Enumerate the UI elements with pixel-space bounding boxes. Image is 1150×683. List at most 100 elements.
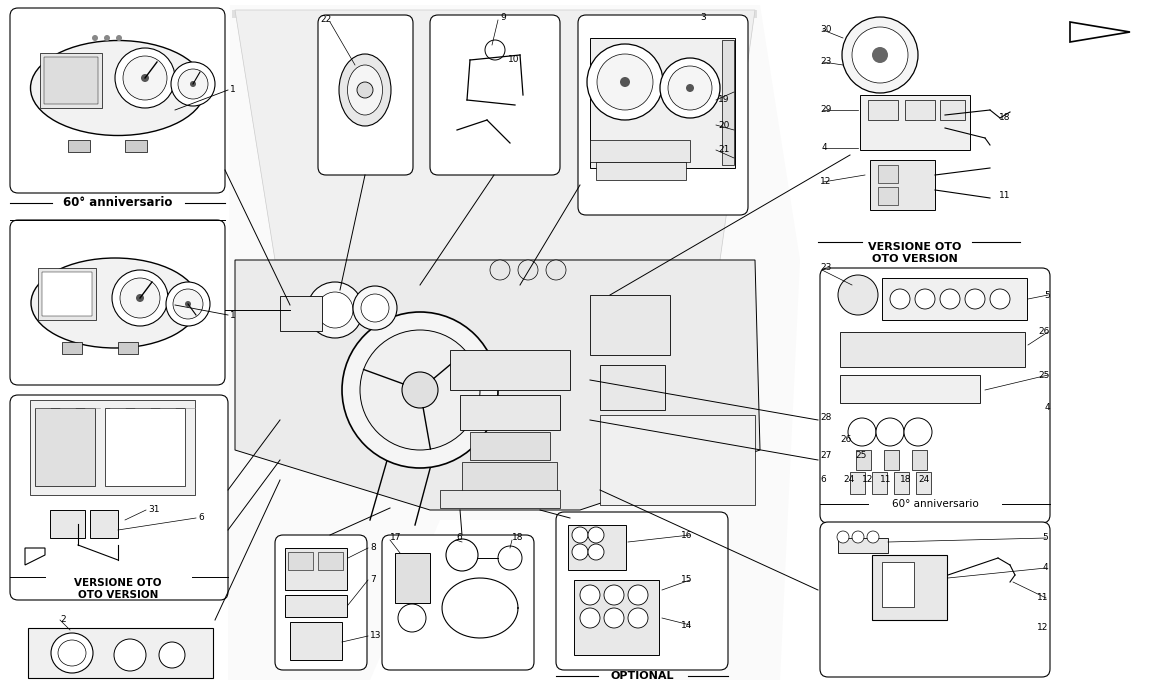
Ellipse shape	[339, 54, 391, 126]
FancyBboxPatch shape	[10, 395, 228, 600]
Text: 12: 12	[820, 178, 831, 186]
Circle shape	[123, 56, 167, 100]
Bar	[68, 140, 90, 152]
Text: 18: 18	[900, 475, 912, 484]
Text: 21: 21	[718, 145, 729, 154]
Text: 16: 16	[681, 531, 692, 540]
Circle shape	[518, 260, 538, 280]
Circle shape	[915, 289, 935, 309]
Bar	[590, 295, 670, 355]
Text: 4: 4	[822, 143, 828, 152]
Ellipse shape	[51, 633, 93, 673]
Circle shape	[867, 531, 879, 543]
Bar	[285, 595, 347, 617]
Text: 25: 25	[854, 451, 866, 460]
Text: 1: 1	[230, 85, 236, 94]
Bar	[462, 462, 557, 504]
Circle shape	[660, 58, 720, 118]
Text: 2: 2	[60, 615, 66, 624]
Circle shape	[588, 527, 604, 543]
Ellipse shape	[31, 258, 199, 348]
FancyBboxPatch shape	[10, 220, 225, 385]
Text: 8: 8	[370, 544, 376, 553]
Bar	[574, 580, 659, 655]
Bar	[600, 415, 756, 505]
Text: 26: 26	[840, 436, 851, 445]
Circle shape	[890, 289, 910, 309]
Polygon shape	[228, 5, 800, 680]
Circle shape	[317, 292, 353, 328]
Text: 28: 28	[820, 413, 831, 423]
Bar	[279, 296, 322, 331]
Text: 18: 18	[998, 113, 1010, 122]
FancyBboxPatch shape	[555, 512, 728, 670]
Circle shape	[628, 608, 647, 628]
Bar	[49, 510, 85, 538]
FancyBboxPatch shape	[430, 15, 560, 175]
Bar	[838, 538, 888, 553]
Bar	[440, 490, 560, 508]
Text: 12: 12	[1036, 624, 1048, 632]
Circle shape	[490, 260, 509, 280]
Circle shape	[104, 35, 110, 41]
Bar	[125, 140, 147, 152]
Text: 11: 11	[1036, 594, 1048, 602]
Circle shape	[353, 286, 397, 330]
Circle shape	[852, 531, 864, 543]
Text: 6: 6	[198, 514, 204, 522]
Circle shape	[838, 275, 877, 315]
Bar	[600, 365, 665, 410]
Text: 1: 1	[230, 311, 236, 320]
Bar	[917, 472, 932, 494]
Bar	[722, 40, 734, 165]
Ellipse shape	[31, 40, 206, 135]
Circle shape	[360, 330, 480, 450]
Circle shape	[112, 270, 168, 326]
Circle shape	[356, 82, 373, 98]
Circle shape	[848, 418, 876, 446]
Bar	[460, 395, 560, 430]
FancyBboxPatch shape	[820, 268, 1050, 523]
Bar	[394, 553, 430, 603]
Text: 15: 15	[681, 576, 692, 585]
Bar	[290, 622, 342, 660]
Ellipse shape	[114, 639, 146, 671]
Bar	[905, 100, 935, 120]
Text: 24: 24	[843, 475, 854, 484]
Text: 7: 7	[370, 576, 376, 585]
Bar	[868, 100, 898, 120]
Polygon shape	[235, 10, 756, 260]
Circle shape	[620, 77, 630, 87]
Text: 60° anniversario: 60° anniversario	[63, 197, 172, 210]
Bar	[38, 268, 95, 320]
Text: 18: 18	[512, 533, 523, 542]
Ellipse shape	[347, 65, 383, 115]
Circle shape	[120, 278, 160, 318]
Polygon shape	[235, 260, 760, 510]
Circle shape	[604, 585, 624, 605]
Text: 10: 10	[508, 55, 520, 64]
Ellipse shape	[58, 640, 86, 666]
Circle shape	[876, 418, 904, 446]
FancyBboxPatch shape	[319, 15, 413, 175]
Text: 4: 4	[1044, 404, 1050, 413]
Bar	[118, 342, 138, 354]
Text: 60° anniversario: 60° anniversario	[891, 499, 979, 509]
Circle shape	[115, 48, 175, 108]
Bar	[877, 187, 898, 205]
Circle shape	[116, 35, 122, 41]
FancyBboxPatch shape	[382, 535, 534, 670]
FancyBboxPatch shape	[578, 15, 748, 215]
Circle shape	[580, 608, 600, 628]
FancyBboxPatch shape	[820, 522, 1050, 677]
Bar	[288, 552, 313, 570]
Ellipse shape	[159, 642, 185, 668]
Bar	[877, 165, 898, 183]
Text: 4: 4	[1042, 563, 1048, 572]
Text: 3: 3	[700, 14, 706, 23]
Circle shape	[872, 47, 888, 63]
Circle shape	[842, 17, 918, 93]
Circle shape	[171, 62, 215, 106]
Bar	[850, 472, 865, 494]
Circle shape	[580, 585, 600, 605]
